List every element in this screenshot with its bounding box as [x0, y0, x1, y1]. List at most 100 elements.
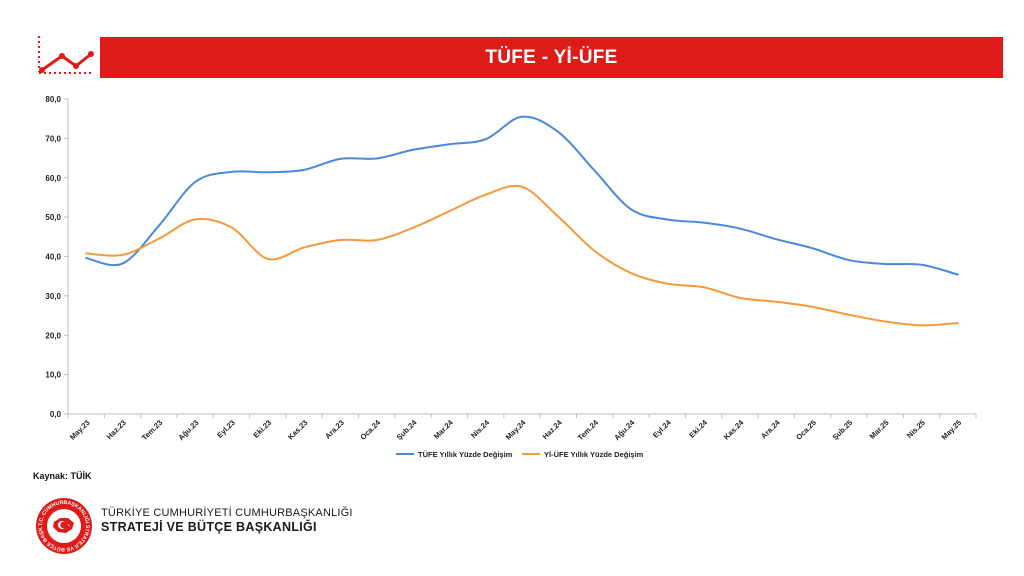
x-tick-label: Ağu.23: [176, 418, 200, 442]
x-tick-label: Haz.24: [541, 417, 565, 441]
data-point: [592, 168, 598, 174]
data-point: [737, 226, 743, 232]
data-point: [483, 136, 489, 142]
data-point: [919, 262, 925, 268]
organization-name: TÜRKİYE CUMHURİYETİ CUMHURBAŞKANLIĞI STR…: [101, 507, 353, 534]
y-tick-label: 50,0: [45, 213, 61, 222]
data-point: [337, 156, 343, 162]
data-point: [374, 237, 380, 243]
x-tick-label: Haz.23: [105, 418, 128, 441]
data-point: [192, 216, 198, 222]
page-title: TÜFE - Yİ-ÜFE: [485, 46, 618, 68]
data-point: [628, 206, 634, 212]
data-point: [919, 322, 925, 328]
data-point: [228, 169, 234, 175]
data-point: [955, 272, 961, 278]
data-point: [773, 299, 779, 305]
data-point: [592, 248, 598, 254]
data-point: [810, 304, 816, 310]
y-tick-label: 10,0: [45, 371, 61, 380]
x-tick-label: Tem.24: [576, 417, 601, 442]
data-point: [701, 284, 707, 290]
data-point: [83, 250, 89, 256]
x-tick-label: Eki.24: [687, 417, 709, 439]
data-point: [119, 252, 125, 258]
data-point: [737, 295, 743, 301]
data-point: [955, 320, 961, 326]
x-tick-label: Mar.24: [432, 417, 455, 440]
data-point: [810, 245, 816, 251]
series-lines: [83, 114, 961, 328]
data-point: [519, 184, 525, 190]
trend-chart-icon: [38, 36, 94, 74]
data-point: [664, 216, 670, 222]
legend: TÜFE Yıllık Yüzde Değişim Yİ-ÜFE Yıllık Y…: [396, 450, 644, 459]
y-tick-label: 40,0: [45, 253, 61, 262]
x-tick-label: Mar.25: [868, 418, 891, 441]
data-point: [265, 256, 271, 262]
x-tick-label: Eyl.23: [215, 418, 237, 440]
data-point: [192, 179, 198, 185]
data-point: [228, 224, 234, 230]
org-line-1: TÜRKİYE CUMHURİYETİ CUMHURBAŞKANLIĞI: [101, 507, 353, 519]
data-point: [846, 312, 852, 318]
data-point: [337, 237, 343, 243]
x-tick-label: Eyl.24: [651, 417, 673, 439]
x-tick-label: May.25: [940, 418, 964, 442]
data-point: [555, 129, 561, 135]
data-point: [301, 167, 307, 173]
data-point: [156, 223, 162, 229]
data-point: [301, 244, 307, 250]
data-point: [701, 220, 707, 226]
x-tick-label: Nis.25: [905, 418, 927, 440]
data-point: [555, 214, 561, 220]
y-tick-label: 80,0: [45, 95, 61, 104]
data-point: [483, 192, 489, 198]
data-point: [410, 225, 416, 231]
x-tick-label: Kas.24: [722, 417, 746, 441]
data-point: [374, 155, 380, 161]
data-point: [664, 281, 670, 287]
y-tick-label: 0,0: [50, 410, 62, 419]
source-note: Kaynak: TÜİK: [33, 471, 92, 481]
x-axis: May.23 Haz.23 Tem.23 Ağu.23 Eyl.23 Eki.23 Kas.…: [67, 413, 977, 442]
series-line-tufe: [85, 115, 959, 276]
data-point: [119, 261, 125, 267]
legend-label-tufe: TÜFE Yıllık Yüzde Değişim: [418, 450, 513, 459]
y-tick-label: 70,0: [45, 134, 61, 143]
data-point: [846, 257, 852, 263]
x-tick-label: Oca.24: [358, 417, 382, 441]
data-point: [628, 270, 634, 276]
x-tick-label: Şub.25: [831, 418, 855, 442]
x-tick-label: Nis.24: [469, 417, 492, 440]
sbb-logo: T.C. CUMHURBAŞKANLIĞI STRATEJİ VE BÜTÇE …: [34, 496, 92, 554]
title-bar: TÜFE - Yİ-ÜFE: [100, 37, 1003, 78]
data-point: [446, 208, 452, 214]
org-line-2: STRATEJİ VE BÜTÇE BAŞKANLIĞI: [101, 520, 317, 534]
y-tick-label: 30,0: [45, 292, 61, 301]
x-tick-label: May.24: [504, 417, 528, 441]
data-point: [882, 318, 888, 324]
legend-label-yiufe: Yİ-ÜFE Yıllık Yüzde Değişim: [544, 450, 644, 459]
data-point: [773, 236, 779, 242]
y-axis: 0,0 10,0 20,0 30,0 40,0 50,0 60,0 70,0 80,0: [45, 95, 69, 419]
x-tick-label: Ara.23: [323, 418, 346, 441]
x-tick-label: Tem.23: [140, 418, 164, 442]
x-tick-label: Kas.23: [286, 418, 309, 441]
data-point: [446, 141, 452, 147]
data-point: [519, 114, 525, 120]
data-point: [265, 169, 271, 175]
x-tick-label: Ara.24: [759, 417, 782, 440]
series-line-yiufe: [85, 184, 959, 327]
x-tick-label: May.23: [68, 418, 92, 442]
data-point: [156, 236, 162, 242]
data-point: [410, 147, 416, 153]
x-tick-label: Eki.23: [251, 418, 273, 440]
x-tick-label: Ağu.24: [612, 417, 637, 442]
x-tick-label: Oca.25: [794, 418, 818, 442]
y-tick-label: 20,0: [45, 331, 61, 340]
data-point: [882, 261, 888, 267]
y-tick-label: 60,0: [45, 174, 61, 183]
x-tick-label: Şub.24: [395, 417, 419, 441]
